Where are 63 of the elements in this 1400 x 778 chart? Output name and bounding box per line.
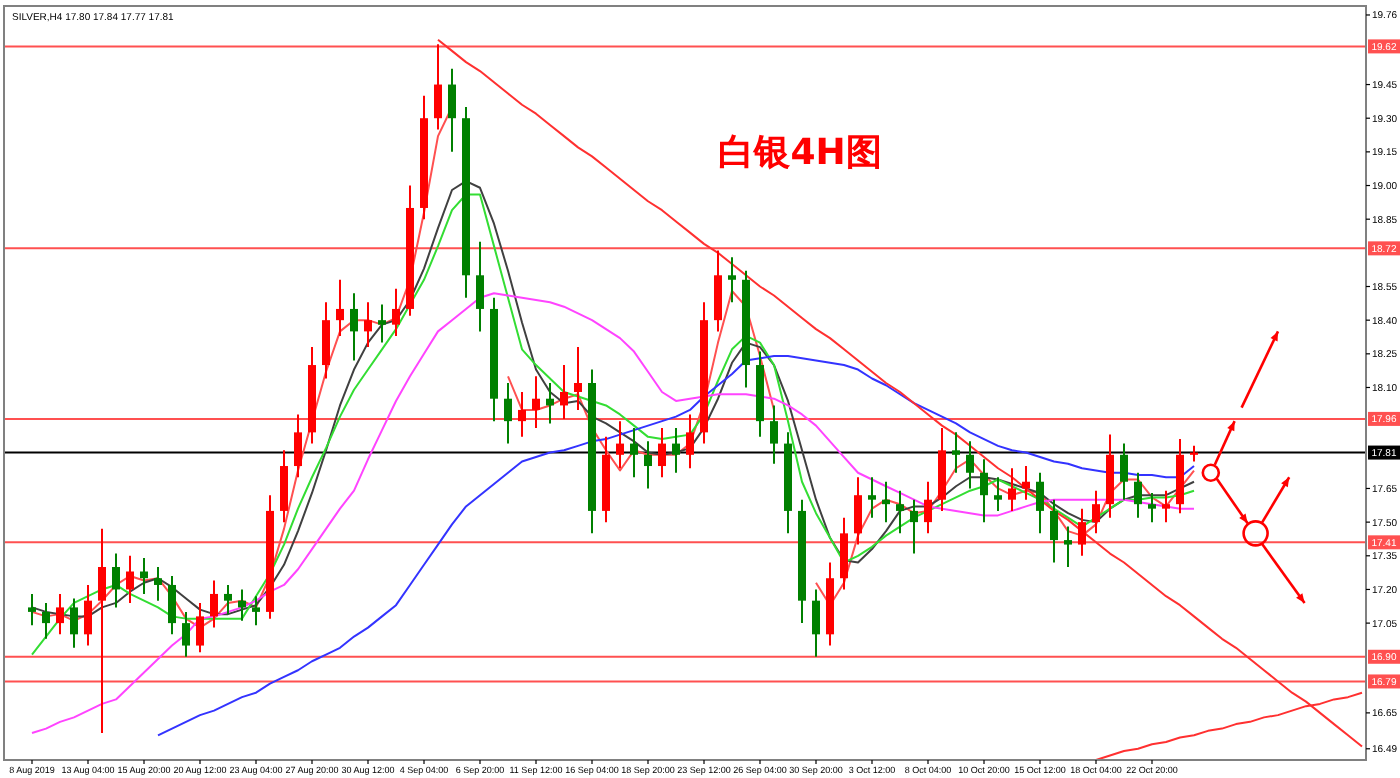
candlestick: [1120, 442, 1128, 501]
candlestick: [728, 256, 736, 304]
candlestick: [1092, 489, 1100, 535]
candlestick: [448, 67, 456, 153]
candlestick: [392, 287, 400, 337]
candlestick: [28, 592, 36, 627]
candlestick: [56, 592, 64, 636]
candlestick: [126, 554, 134, 604]
candlestick: [294, 413, 302, 479]
candlestick: [770, 404, 778, 465]
candlestick: [518, 390, 526, 438]
candlestick: [1162, 489, 1170, 524]
candlestick: [504, 382, 512, 445]
candlestick: [42, 601, 50, 640]
candlestick: [336, 278, 344, 337]
candlestick: [210, 579, 218, 629]
candlestick: [322, 301, 330, 380]
candlestick: [476, 240, 484, 333]
text: 白银4H图: [718, 132, 882, 174]
candlestick: [812, 588, 820, 658]
candlestick: [1148, 491, 1156, 524]
candlestick: [714, 249, 722, 333]
candlestick: [980, 458, 988, 524]
candlestick: [1064, 525, 1072, 569]
candlestick: [1008, 467, 1016, 512]
candlestick: [896, 489, 904, 535]
candlestick: [350, 292, 358, 362]
candlestick: [280, 449, 288, 524]
candlestick: [252, 595, 260, 627]
candlestick: [672, 426, 680, 474]
candlestick: [532, 375, 540, 429]
candlestick: [224, 583, 232, 616]
candlestick: [644, 440, 652, 490]
candlestick: [686, 413, 694, 470]
candlestick: [182, 610, 190, 658]
candlestick: [154, 566, 162, 602]
candlestick: [168, 574, 176, 636]
candlestick: [966, 440, 974, 490]
candlestick: [574, 346, 582, 411]
candlestick: [1134, 471, 1142, 519]
candlestick: [112, 552, 120, 609]
line-series: [157, 355, 1195, 737]
candlestick: [434, 43, 442, 131]
candlestick: [840, 516, 848, 591]
candlestick: [70, 597, 78, 649]
candlestick: [952, 431, 960, 474]
candlestick: [84, 583, 92, 647]
candlestick: [910, 498, 918, 555]
candlestick: [994, 476, 1002, 512]
candlestick: [658, 426, 666, 479]
candlestick: [630, 426, 638, 479]
candlestick: [196, 601, 204, 654]
candlestick: [364, 301, 372, 349]
candlestick: [854, 476, 862, 546]
candlestick: [1050, 498, 1058, 564]
candlestick: [1078, 507, 1086, 557]
candlestick: [1036, 471, 1044, 535]
candlestick: [378, 303, 386, 344]
candlestick: [868, 476, 876, 519]
candlestick: [560, 364, 568, 420]
candlestick: [98, 527, 106, 735]
candlestick: [616, 420, 624, 470]
candlestick: [924, 480, 932, 535]
